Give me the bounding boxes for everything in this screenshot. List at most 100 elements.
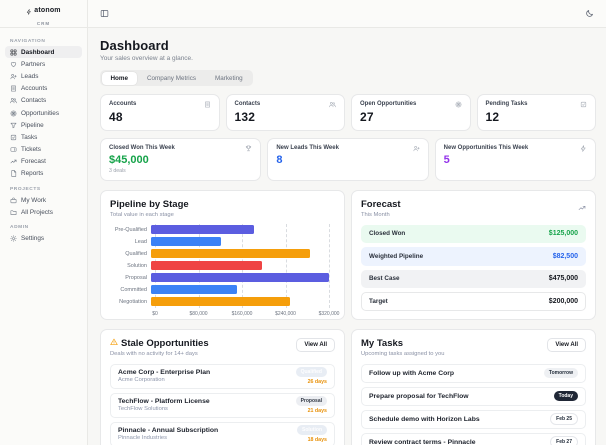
sidebar-item-partners[interactable]: Partners — [5, 58, 82, 70]
sidebar-item-all-projects[interactable]: All Projects — [5, 206, 82, 218]
sidebar-item-label: Pipeline — [21, 121, 44, 129]
sidebar-item-label: Tasks — [21, 133, 38, 141]
sidebar-item-label: Dashboard — [21, 48, 55, 56]
check-square-icon — [580, 101, 587, 108]
brand: atonom CRM — [0, 0, 87, 28]
trophy-icon — [246, 145, 252, 152]
brand-sub-label: CRM — [36, 20, 51, 26]
stat-sub: 3 deals — [109, 168, 126, 174]
tab-marketing[interactable]: Marketing — [206, 72, 252, 85]
chart-bar-row-negotiation: Negotiation — [110, 296, 335, 308]
kpi-card-pending-tasks: Pending Tasks 12 — [476, 94, 596, 131]
chart-bar-row-committed: Committed — [110, 284, 335, 296]
chart-category-label: Proposal — [125, 274, 147, 281]
leads-icon — [10, 74, 17, 80]
stale-view-all-button[interactable]: View All — [296, 338, 335, 352]
forecast-icon — [10, 160, 17, 164]
sidebar-item-label: Partners — [21, 60, 46, 68]
forecast-row-value: $200,000 — [548, 297, 578, 305]
forecast-row-value: $475,000 — [548, 275, 578, 283]
warning-icon — [110, 338, 118, 349]
kpi-value: 12 — [485, 110, 500, 124]
sidebar-item-forecast[interactable]: Forecast — [5, 156, 82, 168]
trending-up-icon — [578, 199, 586, 217]
sidebar-item-pipeline[interactable]: Pipeline — [5, 119, 82, 131]
chart-bar-row-proposal: Proposal — [110, 272, 335, 284]
stage-badge: Qualified — [295, 367, 327, 378]
chart-bar-row-qualified: Qualified — [110, 248, 335, 260]
stage-badge: Solution — [297, 425, 327, 436]
kpi-card-contacts: Contacts 132 — [225, 94, 345, 131]
sidebar-item-label: My Work — [21, 196, 47, 204]
task-title: Follow up with Acme Corp — [369, 369, 455, 377]
task-title: Prepare proposal for TechFlow — [369, 392, 469, 400]
partners-icon — [10, 61, 17, 67]
task-list: Follow up with Acme Corp Tomorrow Prepare … — [361, 363, 586, 445]
task-item[interactable]: Prepare proposal for TechFlow Today — [361, 386, 586, 406]
stat-label: New Leads This Week — [276, 145, 339, 151]
theme-toggle-button[interactable] — [585, 5, 594, 23]
chart-bar — [151, 285, 238, 294]
sidebar-toggle-button[interactable] — [100, 5, 109, 23]
users-icon — [329, 102, 336, 108]
stat-value: 8 — [276, 154, 283, 166]
chart-category-label: Pre-Qualified — [114, 226, 147, 233]
stale-opportunity-item[interactable]: Pinnacle - Annual Subscription Pinnacle I… — [110, 421, 335, 445]
chart-bar-row-solution: Solution — [110, 260, 335, 272]
forecast-row-target: Target $200,000 — [361, 292, 586, 311]
sidebar-item-label: Forecast — [21, 158, 46, 166]
reports-icon — [11, 170, 17, 178]
pipeline-bar-chart: Pre-Qualified Lead Qualified Solution Propos… — [110, 223, 339, 319]
chart-title: Pipeline by Stage — [110, 199, 189, 210]
forecast-rows: Closed Won $125,000 Weighted Pipeline $82,5… — [361, 224, 586, 311]
sidebar-item-reports[interactable]: Reports — [5, 168, 82, 180]
sidebar-item-contacts[interactable]: Contacts — [5, 95, 82, 107]
stage-badge: Proposal — [295, 396, 327, 407]
sidebar-item-my-work[interactable]: My Work — [5, 194, 82, 206]
stale-opportunities-panel: Stale Opportunities Deals with no activi… — [100, 329, 345, 445]
tasks-view-all-button[interactable]: View All — [547, 338, 586, 352]
sidebar-item-tickets[interactable]: Tickets — [5, 144, 82, 156]
tab-home[interactable]: Home — [101, 71, 137, 85]
task-title: Schedule demo with Horizon Labs — [369, 415, 480, 423]
stale-opportunity-item[interactable]: TechFlow - Platform License TechFlow Solu… — [110, 392, 335, 418]
task-item[interactable]: Follow up with Acme Corp Tomorrow — [361, 363, 586, 383]
sidebar-item-accounts[interactable]: Accounts — [5, 83, 82, 95]
chart-bar — [151, 297, 291, 306]
tab-company-metrics[interactable]: Company Metrics — [138, 72, 205, 85]
sidebar-item-dashboard[interactable]: Dashboard — [5, 46, 82, 59]
my-work-icon — [10, 197, 17, 203]
chart-bar — [151, 237, 221, 246]
sidebar-section-navigation: Navigation — [10, 39, 46, 44]
kpi-label: Pending Tasks — [485, 101, 528, 107]
opportunity-company: Pinnacle Industries — [118, 435, 167, 442]
chart-x-tick: $80,000 — [189, 310, 208, 317]
due-badge: Feb 27 — [550, 436, 578, 445]
sidebar-item-tasks[interactable]: Tasks — [5, 131, 82, 143]
stale-title: Stale Opportunities — [121, 338, 209, 349]
stale-opportunity-item[interactable]: Acme Corp - Enterprise Plan Acme Corporat… — [110, 363, 335, 389]
chart-x-tick: $320,000 — [318, 310, 340, 317]
task-title: Review contract terms - Pinnacle — [369, 438, 476, 445]
kpi-row: Accounts 48 Contacts 132 Open Opportunities 2… — [100, 94, 596, 131]
sidebar-item-opportunities[interactable]: Opportunities — [5, 107, 82, 119]
forecast-row-label: Best Case — [369, 275, 400, 283]
accounts-icon — [11, 85, 16, 92]
sidebar-section-projects: Projects — [10, 187, 41, 193]
sidebar-nav: Navigation Dashboard Partners Leads Accounts… — [0, 28, 87, 249]
stat-label: New Opportunities This Week — [443, 145, 529, 151]
kpi-label: Open Opportunities — [360, 101, 417, 107]
pipeline-chart-panel: Pipeline by Stage Total value in each st… — [100, 190, 345, 320]
sidebar-item-leads[interactable]: Leads — [5, 70, 82, 82]
task-item[interactable]: Review contract terms - Pinnacle Feb 27 — [361, 432, 586, 445]
sidebar-item-settings[interactable]: Settings — [5, 232, 82, 244]
chart-subtitle: Total value in each stage — [110, 211, 174, 218]
zap-icon — [580, 145, 586, 152]
forecast-subtitle: This Month — [361, 211, 390, 218]
stat-value: $45,000 — [109, 154, 149, 166]
stat-card-new-leads-this-week: New Leads This Week 8 — [267, 138, 429, 181]
task-item[interactable]: Schedule demo with Horizon Labs Feb 25 — [361, 409, 586, 429]
stale-list: Acme Corp - Enterprise Plan Acme Corporat… — [110, 363, 335, 445]
warning-icon — [110, 338, 118, 345]
